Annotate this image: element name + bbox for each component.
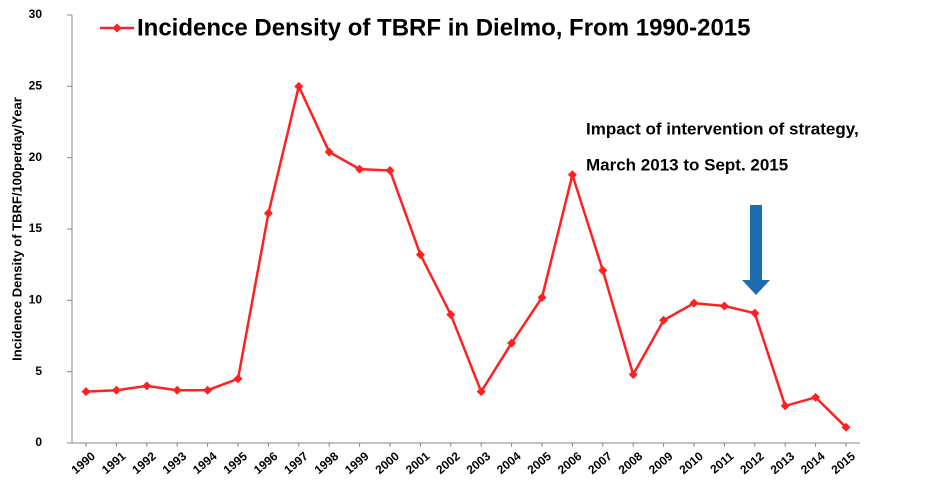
- data-point: [841, 422, 851, 432]
- x-tick-label: 2002: [433, 449, 463, 477]
- data-point: [446, 310, 456, 320]
- x-tick-label: 2001: [403, 449, 433, 477]
- x-tick-label: 2013: [768, 449, 798, 477]
- annotation: Impact of intervention of strategy,: [586, 119, 859, 138]
- x-tick-label: 1998: [312, 449, 342, 477]
- data-point: [689, 298, 699, 308]
- series-line: [85, 82, 847, 429]
- data-point: [507, 338, 517, 348]
- data-point: [111, 385, 121, 395]
- data-point: [628, 370, 638, 380]
- annotation: March 2013 to Sept. 2015: [586, 155, 788, 174]
- x-tick-label: 2006: [555, 449, 585, 477]
- y-tick-label: 0: [35, 435, 42, 449]
- data-point: [203, 385, 213, 395]
- y-tick-label: 15: [29, 221, 43, 235]
- x-tick-label: 2000: [373, 449, 403, 477]
- data-point: [81, 387, 91, 397]
- data-point: [811, 392, 821, 402]
- data-point: [172, 385, 182, 395]
- x-tick-label: 2014: [798, 449, 828, 477]
- y-tick-label: 25: [29, 79, 43, 93]
- x-tick-label: 1997: [281, 449, 311, 477]
- x-tick-label: 1999: [342, 449, 372, 477]
- x-tick-label: 2003: [464, 449, 494, 477]
- legend-label: Incidence Density of TBRF in Dielmo, Fro…: [137, 14, 751, 41]
- data-point: [263, 208, 273, 218]
- y-axis-label: Incidence Density of TBRF/100perday/Year: [9, 97, 24, 361]
- x-tick-label: 2008: [616, 449, 646, 477]
- data-point: [355, 164, 365, 174]
- x-tick-label: 1990: [69, 449, 99, 477]
- y-tick-label: 30: [29, 7, 43, 21]
- x-tick-label: 1993: [160, 449, 190, 477]
- x-tick-label: 1996: [251, 449, 281, 477]
- x-tick-label: 2007: [585, 449, 615, 477]
- data-point: [233, 374, 243, 384]
- data-point: [719, 301, 729, 311]
- data-point: [476, 387, 486, 397]
- data-point: [415, 250, 425, 260]
- data-point: [567, 170, 577, 180]
- data-point: [324, 147, 334, 157]
- x-tick-label: 1994: [190, 449, 220, 477]
- y-tick-label: 20: [29, 150, 43, 164]
- x-tick-label: 1991: [99, 449, 129, 477]
- x-tick-label: 1995: [221, 449, 251, 477]
- data-point: [537, 292, 547, 302]
- data-point: [750, 308, 760, 318]
- data-point: [385, 166, 395, 176]
- data-point: [598, 265, 608, 275]
- x-tick-label: 2010: [677, 449, 707, 477]
- data-point: [659, 315, 669, 325]
- x-tick-label: 2009: [646, 449, 676, 477]
- x-tick-label: 2004: [494, 449, 524, 477]
- x-tick-label: 2015: [829, 449, 859, 477]
- legend-marker: [112, 23, 122, 33]
- x-tick-label: 2005: [525, 449, 555, 477]
- data-point: [780, 401, 790, 411]
- arrow: [742, 205, 770, 295]
- data-point: [142, 381, 152, 391]
- x-tick-label: 2011: [707, 449, 736, 477]
- x-tick-label: 1992: [129, 449, 159, 477]
- x-tick-label: 2012: [737, 449, 767, 477]
- data-point: [294, 81, 304, 91]
- y-tick-label: 10: [29, 293, 43, 307]
- y-tick-label: 5: [35, 364, 42, 378]
